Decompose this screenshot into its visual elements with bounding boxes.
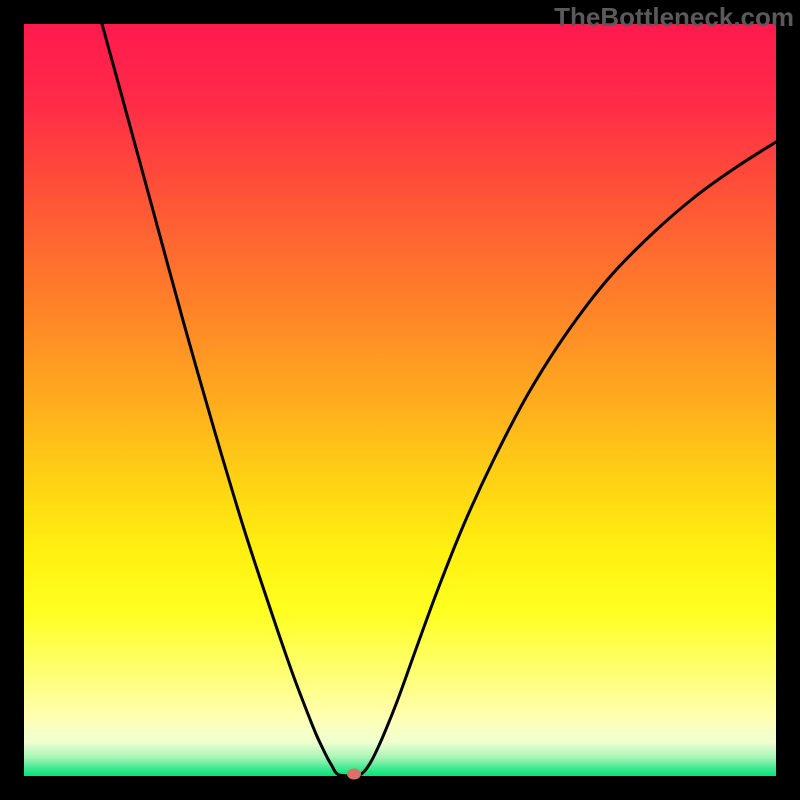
optimum-marker (347, 769, 361, 780)
bottleneck-curve (24, 24, 776, 776)
plot-area (24, 24, 776, 776)
watermark-text: TheBottleneck.com (554, 2, 794, 33)
chart-container: TheBottleneck.com (0, 0, 800, 800)
